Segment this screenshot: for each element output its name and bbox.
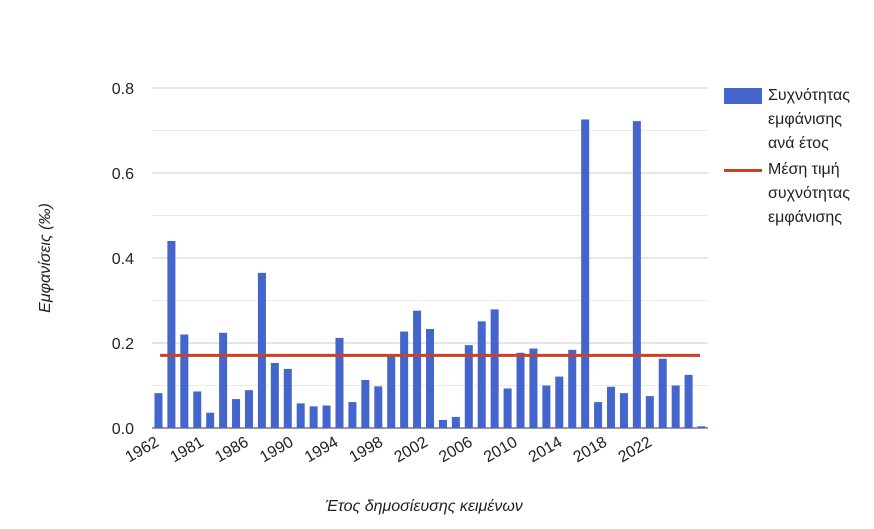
bar	[244, 390, 253, 428]
bar	[257, 272, 266, 428]
bars	[154, 119, 706, 429]
legend-item-average[interactable]: Μέση τιμή συχνότητας εμφάνισης	[724, 158, 869, 230]
x-tick-label: 2022	[615, 434, 654, 467]
x-tick-label: 1986	[212, 434, 251, 467]
x-tick-label: 2002	[391, 434, 430, 467]
bar	[542, 385, 551, 428]
gridlines	[152, 87, 708, 429]
x-tick-label: 1962	[123, 434, 162, 467]
bar	[374, 386, 383, 428]
bar	[206, 412, 215, 428]
bar	[387, 354, 396, 428]
y-tick-label: 0.0	[112, 421, 134, 438]
bar	[568, 349, 577, 428]
legend-label-bars: Συχνότητας εμφάνισης ανά έτος	[768, 87, 850, 152]
bar	[335, 337, 344, 428]
bar	[490, 309, 499, 428]
bar	[555, 376, 564, 428]
bar	[671, 385, 680, 428]
y-tick-label: 0.4	[112, 251, 134, 268]
bar	[413, 310, 422, 428]
bar	[296, 403, 305, 428]
bar	[154, 393, 163, 428]
bar	[684, 374, 693, 428]
bar	[309, 406, 318, 428]
bar	[581, 119, 590, 428]
bar	[322, 405, 331, 428]
bar	[632, 121, 641, 429]
x-tick-label: 1981	[167, 434, 206, 467]
bar	[658, 358, 667, 428]
x-tick-label: 1994	[302, 434, 341, 467]
bar	[503, 388, 512, 428]
y-tick-label: 0.6	[112, 166, 134, 183]
bar	[697, 426, 706, 428]
legend-line-swatch	[724, 169, 762, 172]
bar	[464, 345, 473, 428]
y-axis-label: Εμφανίσεις (‰)	[37, 203, 54, 313]
bar	[180, 334, 189, 428]
x-tick-label: 2018	[571, 434, 610, 467]
bar	[283, 368, 292, 428]
bar	[607, 386, 616, 428]
bar	[451, 416, 460, 428]
x-tick-label: 1998	[347, 434, 386, 467]
x-tick-label: 1990	[257, 434, 296, 467]
y-tick-label: 0.2	[112, 336, 134, 353]
bar	[193, 391, 202, 428]
y-tick-label: 0.8	[112, 81, 134, 98]
bar	[400, 331, 409, 428]
y-axis-ticks: 0.0 0.2 0.4 0.6 0.8	[112, 81, 134, 438]
bar	[438, 419, 447, 428]
bar	[516, 352, 525, 428]
legend-item-bars[interactable]: Συχνότητας εμφάνισης ανά έτος	[724, 84, 869, 156]
x-axis-label: Έτος δημοσίευσης κειμένων	[325, 498, 523, 515]
bar	[270, 362, 279, 428]
bar	[594, 402, 603, 428]
x-tick-label: 2010	[481, 434, 520, 467]
bar	[477, 321, 486, 428]
x-tick-label: 2006	[436, 434, 475, 467]
bar	[219, 332, 228, 428]
x-axis-ticks: 1962 1981 1986 1990 1994 1998 2002 2006 2010 2014…	[123, 434, 655, 467]
legend-label-average: Μέση τιμή συχνότητας εμφάνισης	[768, 161, 850, 226]
legend: Συχνότητας εμφάνισης ανά έτος Μέση τιμή …	[724, 84, 869, 232]
bar	[348, 402, 357, 428]
bar	[529, 348, 538, 428]
bar	[167, 241, 176, 428]
bar	[619, 393, 628, 428]
legend-bar-swatch	[724, 88, 762, 104]
bar	[232, 399, 241, 428]
bar	[645, 396, 654, 428]
bar	[425, 328, 435, 428]
x-tick-label: 2014	[526, 434, 565, 467]
bar	[361, 379, 370, 428]
